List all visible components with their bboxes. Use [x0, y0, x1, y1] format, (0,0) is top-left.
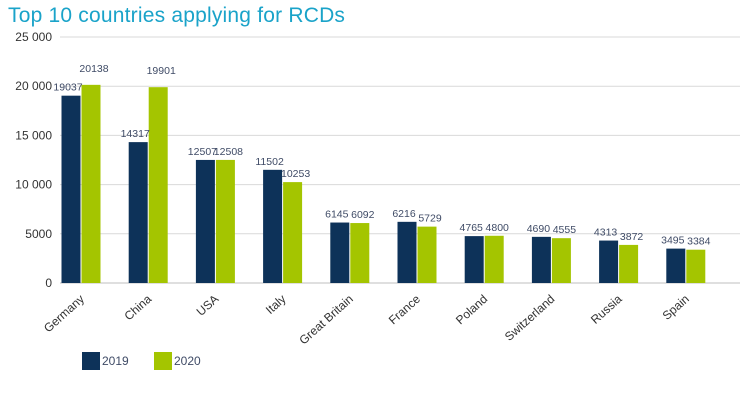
category-label: USA: [194, 292, 222, 319]
bar-2019: [397, 221, 417, 283]
category-label: France: [386, 292, 423, 328]
data-label-2019: 4765: [460, 222, 484, 234]
data-label-2020: 5729: [418, 213, 442, 225]
data-label-2019: 4690: [527, 223, 551, 235]
bar-2020: [148, 87, 168, 283]
y-tick-label: 20 000: [15, 79, 52, 93]
y-axis-ticks: 0 5000 10 000 15 000 20 000 25 000: [15, 30, 52, 290]
x-axis-categories: Germany China USA Italy Great Britain France P…: [41, 292, 692, 348]
bar-2020: [551, 238, 571, 283]
category-label: Great Britain: [296, 292, 355, 347]
category-label: Russia: [588, 292, 625, 327]
bar-2019: [330, 222, 350, 283]
y-tick-label: 0: [45, 276, 52, 290]
category-label: Italy: [263, 292, 289, 317]
bar-2019: [195, 159, 215, 283]
bar-2019: [531, 236, 551, 283]
y-tick-label: 15 000: [15, 128, 52, 142]
legend: 2019 2020: [82, 352, 201, 370]
data-label-2020: 20138: [79, 63, 108, 75]
bar-2019: [666, 248, 686, 283]
data-label-2020: 3872: [620, 231, 644, 243]
data-label-2020: 4555: [553, 224, 577, 236]
bar-2020: [283, 182, 303, 283]
bar-2019: [464, 236, 484, 283]
legend-label-2020: 2020: [174, 354, 201, 368]
category-label: Poland: [453, 292, 490, 327]
data-label-2019: 12507: [188, 146, 217, 158]
category-label: China: [122, 292, 155, 324]
data-label-2019: 19037: [53, 82, 82, 94]
legend-label-2019: 2019: [102, 354, 129, 368]
bars: [61, 84, 706, 284]
chart-title: Top 10 countries applying for RCDs: [8, 4, 346, 27]
bar-2020: [417, 226, 437, 283]
data-label-2020: 19901: [147, 65, 176, 77]
data-label-2019: 3495: [661, 235, 685, 247]
data-label-2020: 4800: [486, 222, 510, 234]
data-label-2019: 11502: [255, 156, 284, 168]
bar-2019: [263, 169, 283, 283]
bar-2020: [619, 244, 639, 283]
data-label-2020: 3384: [687, 236, 711, 248]
data-label-2020: 6092: [351, 209, 375, 221]
bar-2020: [215, 159, 235, 283]
bar-2019: [61, 95, 81, 283]
bar-2019: [128, 142, 148, 283]
data-label-2020: 10253: [281, 168, 310, 180]
bar-2020: [484, 235, 504, 283]
bar-2020: [81, 84, 101, 284]
category-label: Spain: [660, 292, 692, 323]
data-label-2019: 6145: [325, 209, 349, 221]
y-tick-label: 10 000: [15, 178, 52, 192]
y-tick-label: 5000: [25, 227, 52, 241]
data-label-2020: 12508: [214, 146, 243, 158]
bar-2020: [686, 249, 706, 283]
legend-swatch-2020: [154, 352, 172, 370]
y-tick-label: 25 000: [15, 30, 52, 44]
category-label: Switzerland: [502, 292, 557, 344]
bar-2019: [599, 240, 619, 283]
data-label-2019: 4313: [594, 227, 618, 239]
data-label-2019: 6216: [392, 208, 416, 220]
category-label: Germany: [41, 292, 87, 335]
data-label-2019: 14317: [121, 128, 150, 140]
legend-swatch-2019: [82, 352, 100, 370]
bar-2020: [350, 223, 370, 283]
